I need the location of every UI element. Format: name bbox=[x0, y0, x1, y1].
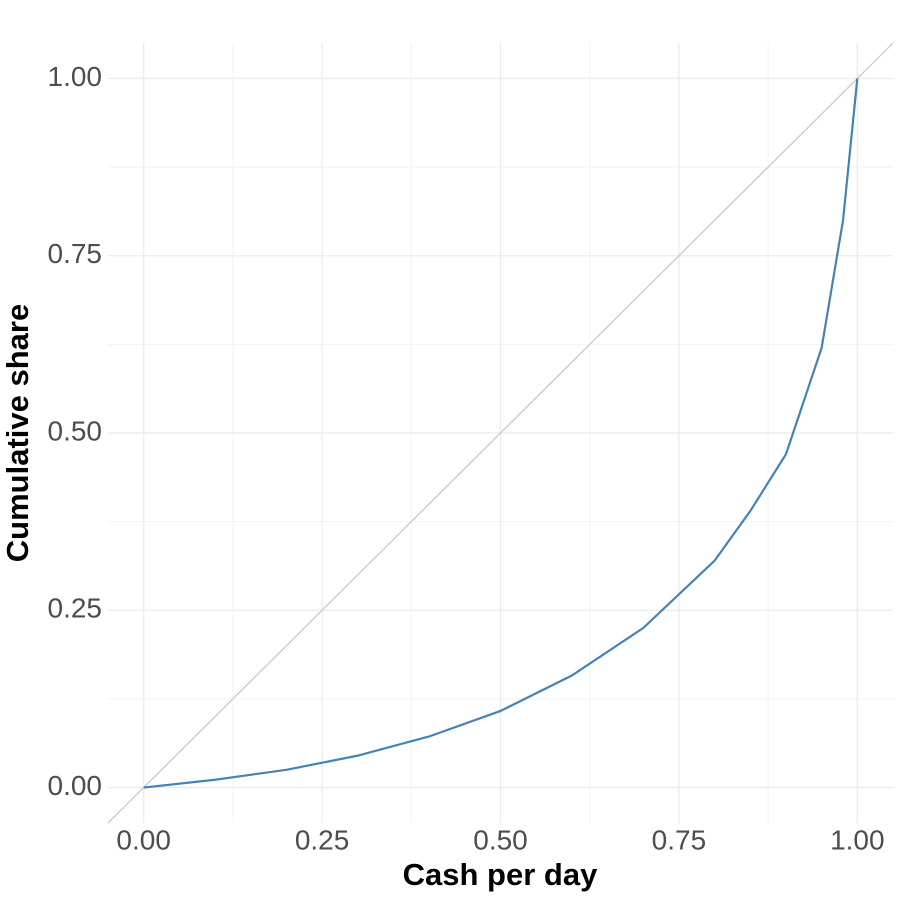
x-tick-label: 0.25 bbox=[295, 824, 350, 855]
x-axis-title: Cash per day bbox=[403, 857, 598, 892]
y-tick-label: 0.75 bbox=[48, 238, 103, 269]
x-tick-label: 1.00 bbox=[830, 824, 885, 855]
x-tick-label: 0.00 bbox=[116, 824, 171, 855]
y-tick-label: 0.50 bbox=[48, 415, 103, 446]
y-axis-title: Cumulative share bbox=[0, 304, 35, 562]
x-tick-label: 0.50 bbox=[473, 824, 528, 855]
y-tick-label: 1.00 bbox=[48, 61, 103, 92]
lorenz-curve bbox=[143, 78, 859, 789]
y-tick-label: 0.00 bbox=[48, 770, 103, 801]
x-tick-label: 0.75 bbox=[652, 824, 707, 855]
y-tick-label: 0.25 bbox=[48, 593, 103, 624]
equality-line bbox=[107, 42, 894, 824]
